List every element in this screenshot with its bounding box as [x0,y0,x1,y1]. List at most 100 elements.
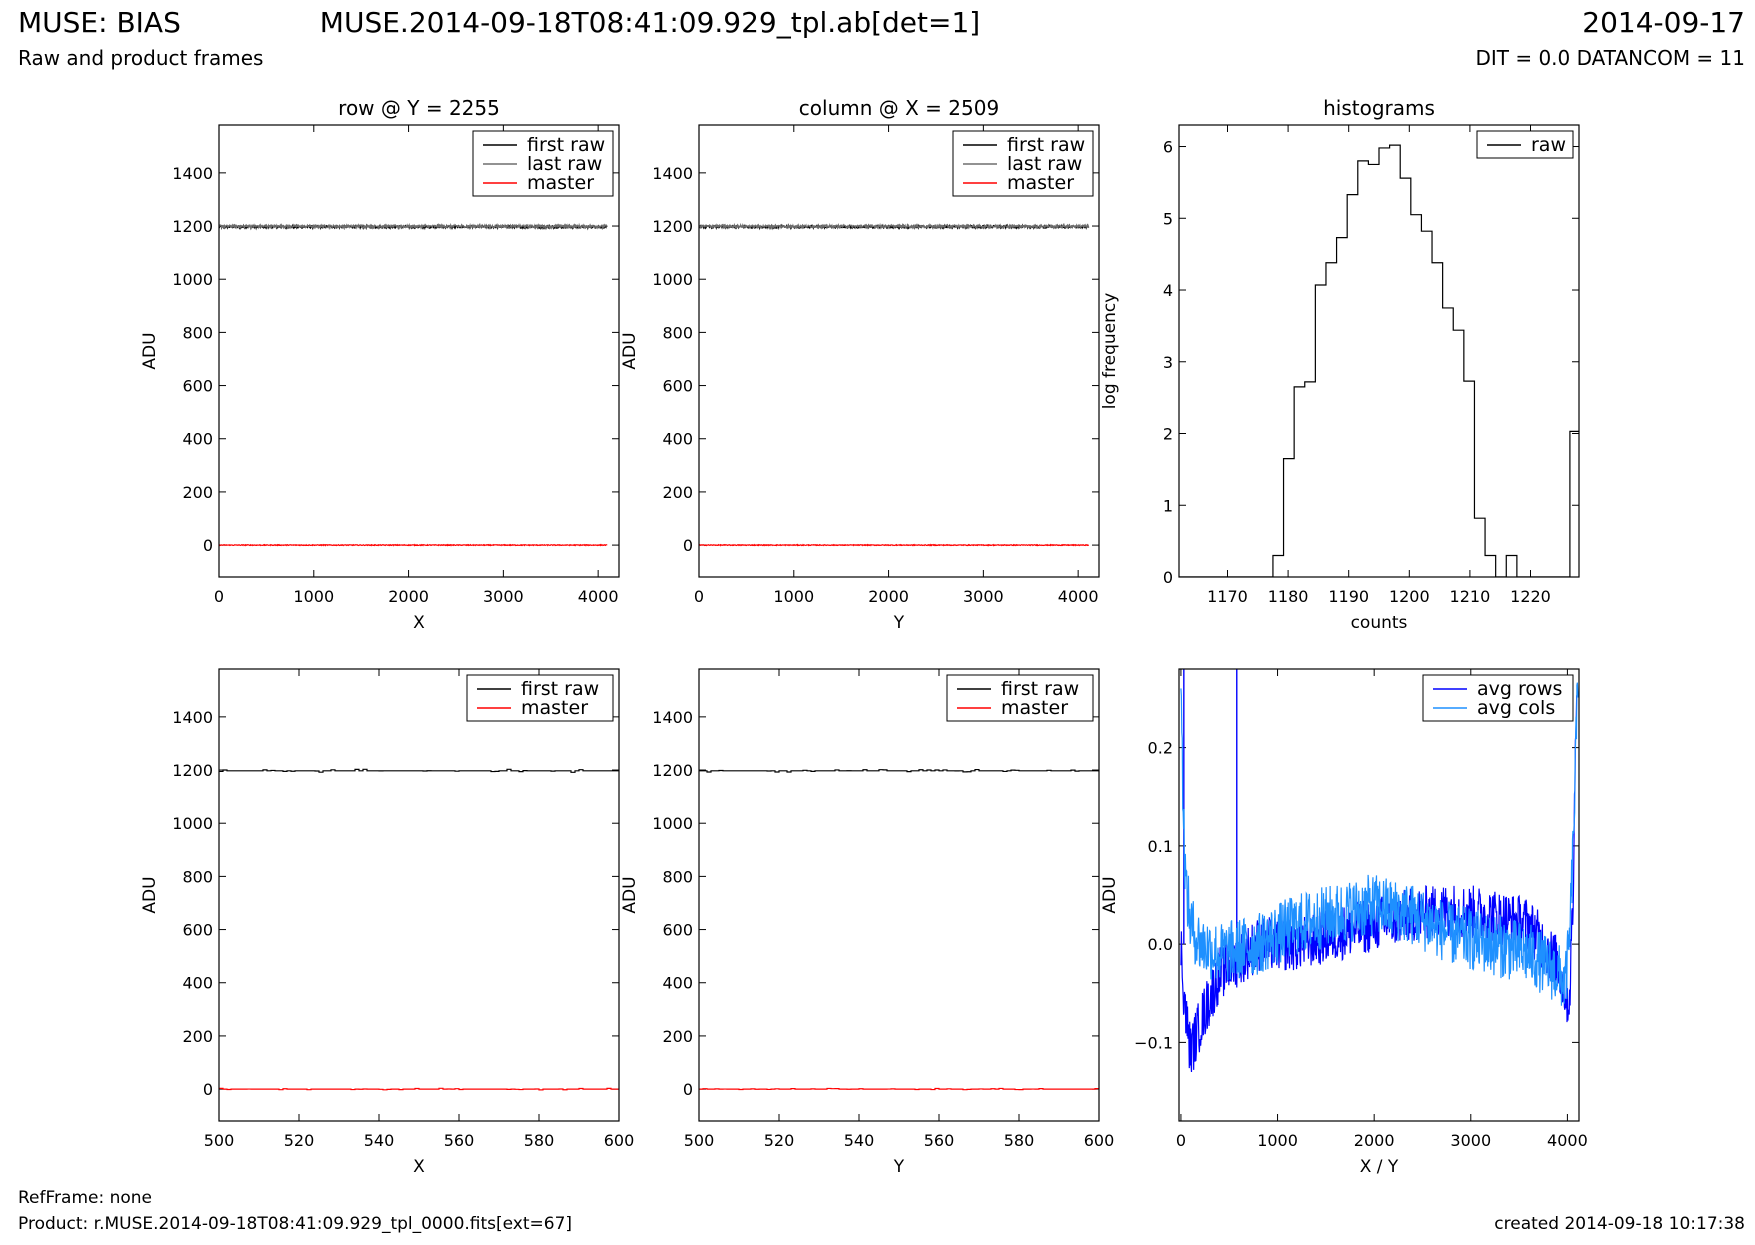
x-tick-label: 2000 [1354,1131,1395,1150]
subplot-5: 500 520 540 560 580 600 0 200 400 600 800 1000 1200 1… [620,668,1115,1177]
x-tick-label: 1170 [1207,587,1248,606]
observation-date: 2014-09-17 [1582,6,1745,39]
x-tick-label: 0 [1176,1131,1186,1150]
y-tick-label: 1000 [652,270,693,289]
x-tick-label: 560 [924,1131,955,1150]
subplot-2: column @ X = 2509 0 1000 2000 3000 4000 0 200 40… [620,96,1100,633]
y-tick-label: 0.2 [1148,739,1173,758]
x-tick-label: 4000 [578,587,619,606]
x-tick-label: 560 [444,1131,475,1150]
x-tick-label: 600 [1084,1131,1115,1150]
y-tick-label: 5 [1163,209,1173,228]
legend-frame [946,674,1094,722]
legend-label: last raw [527,153,602,175]
legend-label: first raw [1007,134,1085,156]
legend-frame [466,674,614,722]
y-tick-label: 600 [182,377,213,396]
y-tick-label: 1000 [172,814,213,833]
y-tick-label: 0 [683,536,693,555]
x-tick-label: 540 [844,1131,875,1150]
y-tick-label: 1200 [652,217,693,236]
y-axis-label: ADU [1100,876,1120,913]
x-tick-label: 1190 [1328,587,1369,606]
series-line-0 [699,768,1099,773]
x-tick-label: 0 [214,587,224,606]
y-tick-label: 400 [662,430,693,449]
y-tick-label: 1 [1163,496,1173,515]
axes-frame [218,668,620,1122]
x-axis-label: X [413,1157,425,1177]
y-tick-label: −0.1 [1134,1033,1173,1052]
plot-area [699,222,1090,547]
legend-label: first raw [521,678,599,700]
x-tick-label: 600 [604,1131,635,1150]
x-tick-label: 2000 [868,587,909,606]
reference-frame-note: RefFrame: none [18,1188,152,1208]
frame-identifier: MUSE.2014-09-18T08:41:09.929_tpl.ab[det=… [319,6,981,39]
plot-area [699,768,1099,1091]
axes-frame [698,668,1100,1122]
y-tick-label: 0.0 [1148,935,1173,954]
y-axis-label: ADU [140,876,160,913]
subplot-6: 0 1000 2000 3000 4000 −0.1 0.0 0.1 0.2 X / Y ADU av… [1100,668,1588,1177]
series-line-0 [1180,695,1578,1073]
y-tick-label: 800 [662,867,693,886]
y-tick-label: 1400 [652,708,693,727]
x-tick-label: 580 [1004,1131,1035,1150]
x-tick-label: 1200 [1389,587,1430,606]
y-tick-label: 600 [662,377,693,396]
y-tick-label: 200 [662,483,693,502]
y-tick-label: 3 [1163,353,1173,372]
y-tick-label: 400 [182,430,213,449]
x-axis-label: X / Y [1360,1157,1399,1177]
subplot-title: row @ Y = 2255 [338,96,500,120]
series-line-2 [699,543,1090,547]
x-tick-label: 1000 [773,587,814,606]
y-tick-label: 200 [182,483,213,502]
y-tick-label: 0 [203,1080,213,1099]
report-subtitle: Raw and product frames [18,46,264,70]
y-tick-label: 0.1 [1148,837,1173,856]
x-tick-label: 3000 [1450,1131,1491,1150]
y-tick-label: 1400 [652,164,693,183]
subplot-title: histograms [1323,96,1435,120]
x-tick-label: 580 [524,1131,555,1150]
x-tick-label: 3000 [483,587,524,606]
subplot-4: 500 520 540 560 580 600 0 200 400 600 800 1000 1200 1… [140,668,635,1177]
x-tick-label: 520 [284,1131,315,1150]
x-tick-label: 4000 [1058,587,1099,606]
x-tick-label: 1000 [293,587,334,606]
series-line-0 [1179,144,1579,577]
x-tick-label: 500 [204,1131,235,1150]
y-tick-label: 1200 [652,761,693,780]
product-filename: Product: r.MUSE.2014-09-18T08:41:09.929_… [18,1214,573,1234]
y-tick-label: 600 [182,921,213,940]
exposure-settings: DIT = 0.0 DATANCOM = 11 [1475,46,1745,70]
legend-label: avg cols [1477,697,1555,719]
axes-frame [1178,668,1580,1122]
legend-frame [1422,674,1574,722]
y-axis-label: ADU [620,876,640,913]
legend: raw [1476,130,1574,159]
x-tick-label: 520 [764,1131,795,1150]
legend-label: first raw [1001,678,1079,700]
x-axis-label: counts [1351,613,1408,633]
x-tick-label: 1000 [1257,1131,1298,1150]
plot-area [219,222,608,547]
y-tick-label: 6 [1163,138,1173,157]
legend-label: master [527,172,594,194]
legend-label: first raw [527,134,605,156]
legend-label: master [521,697,588,719]
y-axis-label: ADU [140,332,160,369]
report-title: MUSE: BIAS [18,6,181,39]
y-tick-label: 2 [1163,425,1173,444]
series-line-1 [1180,682,1579,1006]
y-tick-label: 0 [203,536,213,555]
x-tick-label: 1180 [1268,587,1309,606]
plot-area [1180,669,1579,1073]
legend-label: avg rows [1477,678,1562,700]
y-tick-label: 200 [662,1027,693,1046]
